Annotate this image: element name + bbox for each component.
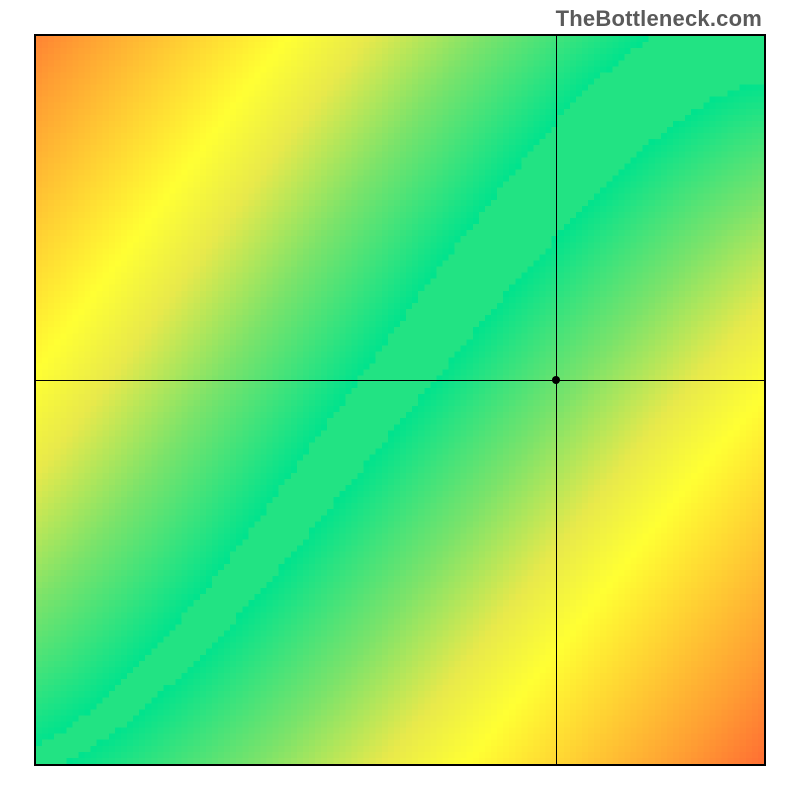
watermark-text: TheBottleneck.com [556, 6, 762, 32]
chart-container: TheBottleneck.com [0, 0, 800, 800]
crosshair-marker [552, 376, 560, 384]
crosshair-vertical [556, 36, 557, 764]
heatmap-plot [34, 34, 766, 766]
heatmap-canvas [36, 36, 764, 764]
crosshair-horizontal [36, 380, 764, 381]
